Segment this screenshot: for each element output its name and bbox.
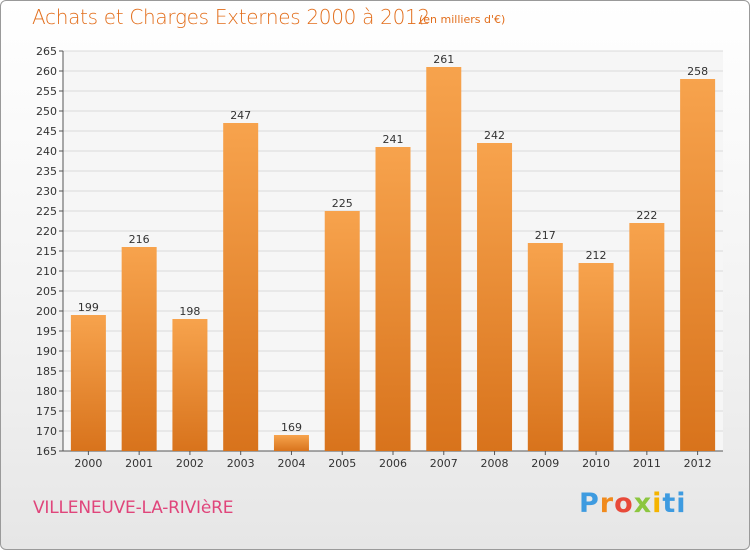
bar-2007 bbox=[426, 67, 462, 451]
value-label: 216 bbox=[129, 233, 150, 246]
y-tick-label: 190 bbox=[36, 345, 57, 358]
x-tick-label: 2010 bbox=[582, 457, 610, 470]
x-tick-label: 2012 bbox=[684, 457, 712, 470]
bar-2000 bbox=[70, 315, 106, 451]
value-label: 169 bbox=[281, 421, 302, 434]
value-label: 212 bbox=[586, 249, 607, 262]
x-tick-label: 2004 bbox=[277, 457, 305, 470]
value-label: 258 bbox=[687, 65, 708, 78]
logo-letter: r bbox=[599, 488, 615, 519]
y-tick-label: 260 bbox=[36, 65, 57, 78]
logo-letter: i bbox=[652, 488, 663, 519]
chart-subtitle: (en milliers d'€) bbox=[419, 13, 506, 26]
x-tick-label: 2000 bbox=[74, 457, 102, 470]
logo-letter: P bbox=[579, 488, 600, 519]
bar-2006 bbox=[375, 147, 411, 451]
x-tick-label: 2005 bbox=[328, 457, 356, 470]
bar-2010 bbox=[578, 263, 614, 451]
value-label: 247 bbox=[230, 109, 251, 122]
bar-2004 bbox=[273, 435, 309, 451]
x-tick-label: 2002 bbox=[176, 457, 204, 470]
value-label: 198 bbox=[179, 305, 200, 318]
value-label: 241 bbox=[383, 133, 404, 146]
y-tick-label: 180 bbox=[36, 385, 57, 398]
x-tick-label: 2006 bbox=[379, 457, 407, 470]
bar-2008 bbox=[477, 143, 513, 451]
x-tick-label: 2011 bbox=[633, 457, 661, 470]
bar-2011 bbox=[629, 223, 665, 451]
value-label: 217 bbox=[535, 229, 556, 242]
value-label: 225 bbox=[332, 197, 353, 210]
value-label: 261 bbox=[433, 53, 454, 66]
y-tick-label: 245 bbox=[36, 125, 57, 138]
bar-2005 bbox=[324, 211, 360, 451]
x-tick-label: 2009 bbox=[531, 457, 559, 470]
y-tick-label: 265 bbox=[36, 45, 57, 58]
y-tick-label: 175 bbox=[36, 405, 57, 418]
place-name: VILLENEUVE-LA-RIVIèRE bbox=[33, 498, 234, 518]
bar-2002 bbox=[172, 319, 208, 451]
value-label: 199 bbox=[78, 301, 99, 314]
y-axis: 165 170 175 180 185 190 195 200 205 210 215 220 225 2… bbox=[36, 45, 723, 458]
y-tick-label: 185 bbox=[36, 365, 57, 378]
bar-2003 bbox=[223, 123, 259, 451]
logo-letter: ti bbox=[662, 488, 687, 519]
bar-2001 bbox=[121, 247, 157, 451]
y-tick-label: 215 bbox=[36, 245, 57, 258]
y-tick-label: 255 bbox=[36, 85, 57, 98]
y-tick-label: 165 bbox=[36, 445, 57, 458]
x-tick-label: 2007 bbox=[430, 457, 458, 470]
y-tick-label: 210 bbox=[36, 265, 57, 278]
x-tick-label: 2001 bbox=[125, 457, 153, 470]
x-axis: 2000 2001 2002 2003 2004 2005 2006 2007 2008 2009… bbox=[74, 451, 712, 470]
y-tick-label: 220 bbox=[36, 225, 57, 238]
proxiti-logo[interactable]: Proxiti bbox=[579, 488, 687, 519]
y-tick-label: 225 bbox=[36, 205, 57, 218]
y-tick-label: 250 bbox=[36, 105, 57, 118]
chart-title: Achats et Charges Externes 2000 à 2012 bbox=[32, 5, 430, 29]
x-tick-label: 2008 bbox=[481, 457, 509, 470]
y-tick-label: 235 bbox=[36, 165, 57, 178]
y-tick-label: 170 bbox=[36, 425, 57, 438]
y-tick-label: 230 bbox=[36, 185, 57, 198]
value-label: 242 bbox=[484, 129, 505, 142]
y-tick-label: 200 bbox=[36, 305, 57, 318]
bar-2012 bbox=[680, 79, 716, 451]
bars: 199 216 198 247 169 225 241 261 242 217 212 222 258 bbox=[70, 53, 716, 451]
y-tick-label: 240 bbox=[36, 145, 57, 158]
value-label: 222 bbox=[636, 209, 657, 222]
bar-2009 bbox=[527, 243, 563, 451]
x-tick-label: 2003 bbox=[227, 457, 255, 470]
logo-letter: o bbox=[614, 488, 634, 519]
logo-letter: x bbox=[633, 488, 653, 519]
y-tick-label: 195 bbox=[36, 325, 57, 338]
y-tick-label: 205 bbox=[36, 285, 57, 298]
